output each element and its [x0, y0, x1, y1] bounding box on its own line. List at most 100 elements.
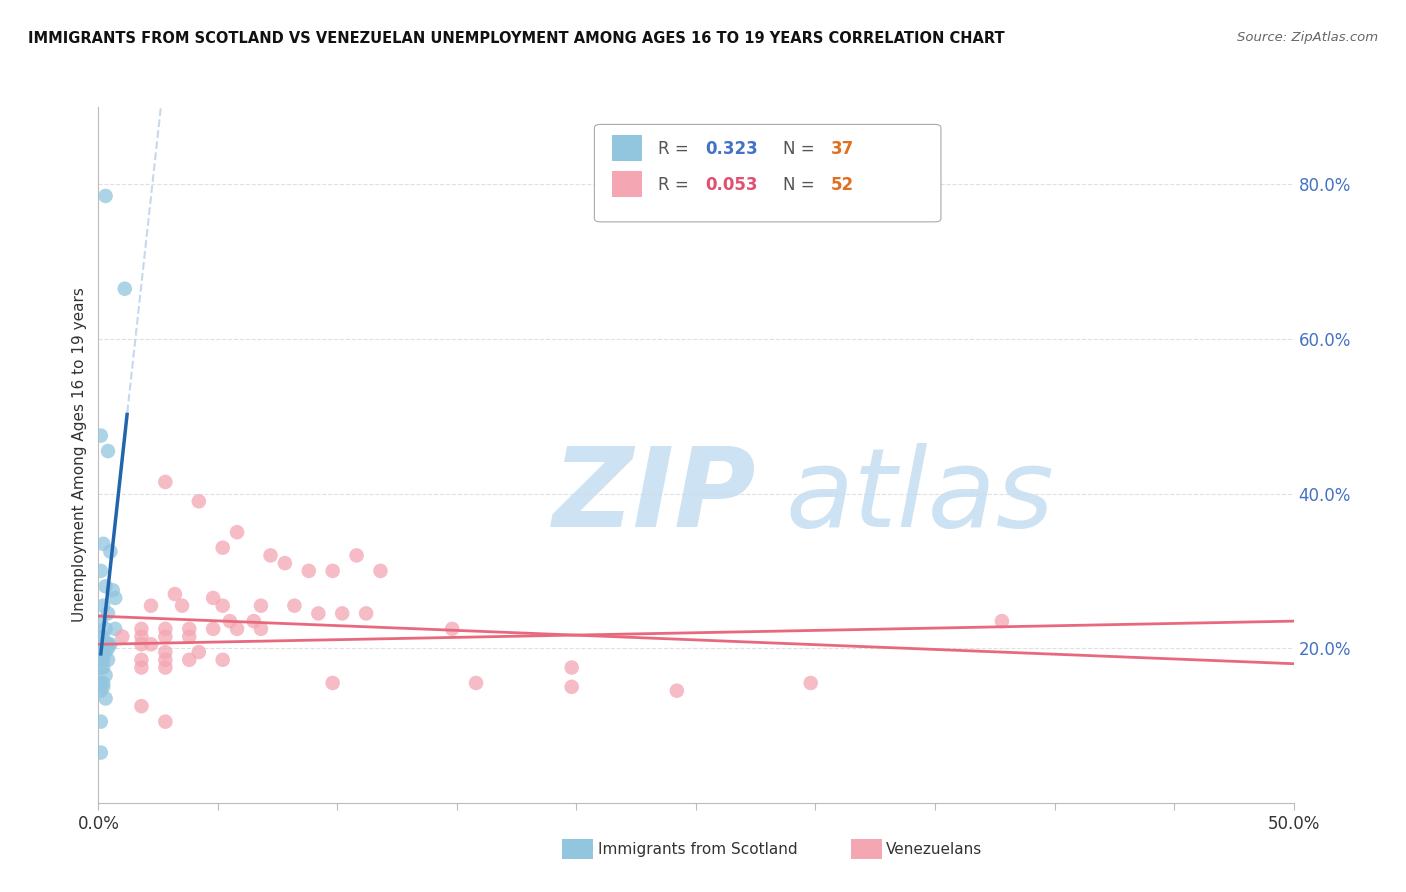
- Point: [211, 541, 233, 555]
- Point: [155, 660, 177, 674]
- Text: Source: ZipAtlas.com: Source: ZipAtlas.com: [1237, 31, 1378, 45]
- Point: [90, 653, 112, 667]
- Point: [243, 614, 266, 628]
- Point: [155, 630, 177, 644]
- Point: [139, 599, 162, 613]
- Text: R =: R =: [658, 140, 693, 158]
- Point: [91, 645, 114, 659]
- Point: [226, 525, 249, 540]
- Point: [90, 714, 112, 729]
- Point: [98, 544, 122, 558]
- Point: [90, 614, 112, 628]
- Point: [94, 668, 117, 682]
- Point: [187, 494, 209, 508]
- Point: [330, 607, 353, 621]
- Point: [98, 637, 122, 651]
- Text: 37: 37: [831, 140, 855, 158]
- Point: [97, 444, 120, 458]
- Point: [131, 653, 153, 667]
- Text: N =: N =: [783, 176, 820, 194]
- Point: [370, 564, 392, 578]
- Point: [91, 653, 114, 667]
- Point: [172, 599, 194, 613]
- Point: [346, 549, 368, 563]
- Text: atlas: atlas: [786, 443, 1054, 550]
- Point: [665, 683, 688, 698]
- Point: [90, 630, 112, 644]
- Point: [298, 564, 321, 578]
- Point: [90, 564, 112, 578]
- Point: [91, 599, 114, 613]
- FancyBboxPatch shape: [613, 171, 643, 197]
- Point: [155, 622, 177, 636]
- Point: [226, 622, 249, 636]
- Point: [94, 622, 117, 636]
- Point: [354, 607, 377, 621]
- Point: [97, 607, 120, 621]
- Point: [211, 599, 233, 613]
- Point: [322, 676, 344, 690]
- Point: [94, 637, 117, 651]
- Point: [561, 680, 583, 694]
- Point: [90, 660, 112, 674]
- Text: R =: R =: [658, 176, 693, 194]
- Point: [131, 637, 153, 651]
- Text: 52: 52: [831, 176, 853, 194]
- FancyBboxPatch shape: [595, 124, 941, 222]
- Point: [90, 746, 112, 760]
- Point: [155, 475, 177, 489]
- Point: [114, 282, 136, 296]
- Point: [91, 676, 114, 690]
- Point: [111, 630, 134, 644]
- Point: [104, 591, 127, 605]
- Point: [94, 645, 117, 659]
- Text: 0.053: 0.053: [706, 176, 758, 194]
- Point: [202, 591, 225, 605]
- Point: [179, 622, 201, 636]
- Point: [139, 637, 162, 651]
- Point: [94, 189, 117, 203]
- Point: [97, 653, 120, 667]
- Point: [211, 653, 233, 667]
- Text: Venezuelans: Venezuelans: [886, 842, 981, 856]
- Point: [561, 660, 583, 674]
- Point: [274, 556, 297, 570]
- Point: [91, 630, 114, 644]
- Point: [104, 622, 127, 636]
- Point: [155, 653, 177, 667]
- Point: [179, 653, 201, 667]
- Point: [307, 607, 329, 621]
- Point: [94, 691, 117, 706]
- Text: IMMIGRANTS FROM SCOTLAND VS VENEZUELAN UNEMPLOYMENT AMONG AGES 16 TO 19 YEARS CO: IMMIGRANTS FROM SCOTLAND VS VENEZUELAN U…: [28, 31, 1005, 46]
- Point: [90, 676, 112, 690]
- Point: [202, 622, 225, 636]
- Point: [97, 637, 120, 651]
- Text: Immigrants from Scotland: Immigrants from Scotland: [598, 842, 797, 856]
- FancyBboxPatch shape: [613, 135, 643, 161]
- Point: [219, 614, 242, 628]
- Point: [179, 630, 201, 644]
- Point: [90, 683, 112, 698]
- Text: 0.323: 0.323: [706, 140, 758, 158]
- Point: [441, 622, 464, 636]
- Point: [131, 660, 153, 674]
- Point: [101, 583, 124, 598]
- Point: [991, 614, 1014, 628]
- Y-axis label: Unemployment Among Ages 16 to 19 years: Unemployment Among Ages 16 to 19 years: [72, 287, 87, 623]
- Point: [800, 676, 823, 690]
- Point: [91, 680, 114, 694]
- Point: [91, 537, 114, 551]
- Point: [250, 622, 273, 636]
- Point: [187, 645, 209, 659]
- Point: [465, 676, 488, 690]
- Point: [131, 699, 153, 714]
- Point: [283, 599, 305, 613]
- Point: [250, 599, 273, 613]
- Point: [322, 564, 344, 578]
- Point: [94, 579, 117, 593]
- Point: [90, 645, 112, 659]
- Point: [155, 714, 177, 729]
- Text: N =: N =: [783, 140, 820, 158]
- Point: [91, 660, 114, 674]
- Point: [155, 645, 177, 659]
